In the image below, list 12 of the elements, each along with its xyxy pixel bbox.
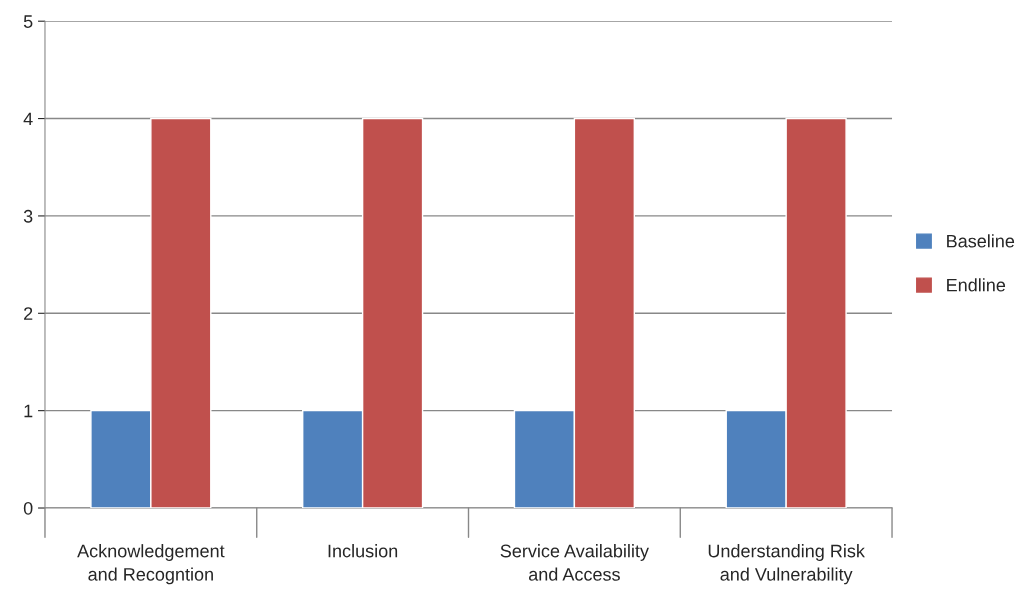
y-tick-label: 0 [23,501,33,515]
legend-label: Baseline [947,234,1015,248]
y-tick-label: 4 [23,112,33,126]
x-tick-label: Acknowledgement and Recogntion [77,544,225,585]
y-tick-label: 3 [23,209,33,223]
x-tick-label: Understanding Risk and Vulnerability [708,544,865,585]
y-tick-label: 1 [24,404,33,418]
y-tick-label: 2 [24,307,33,320]
y-tick-label: 5 [23,15,33,28]
legend-label: Endline [947,278,1006,292]
x-tick-label: Service Availability and Access [500,544,649,581]
x-tick-label: Inclusion [328,544,398,558]
